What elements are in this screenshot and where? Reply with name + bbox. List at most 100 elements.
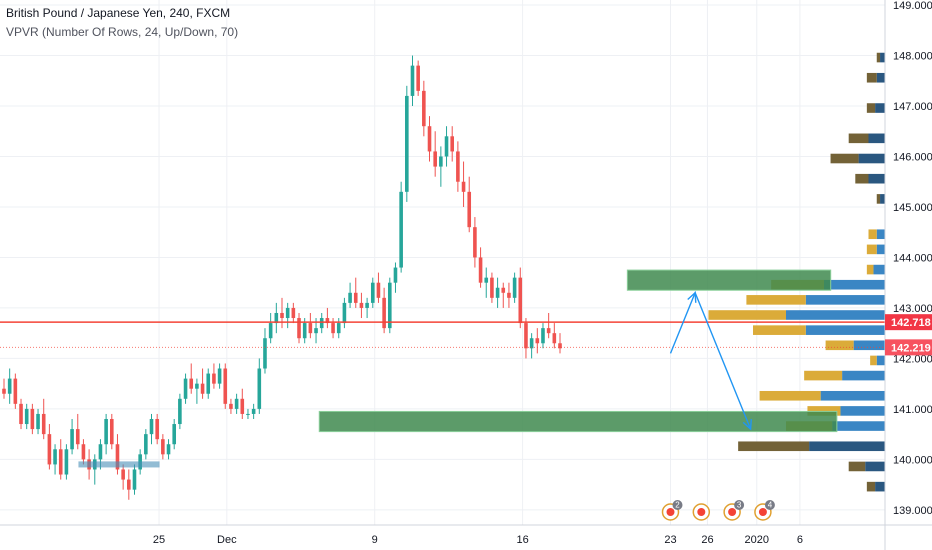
volume-row-up [873,264,885,275]
candle-body [319,318,324,329]
volume-row-up [840,406,885,416]
y-tick-label: 145.000 [893,202,932,214]
volume-row-down [830,153,859,164]
symbol-legend[interactable]: British Pound / Japanese Yen, 240, FXCM [6,6,231,20]
x-tick-label: 26 [701,534,713,546]
x-tick-label: 25 [153,534,165,546]
volume-row-up [853,340,885,351]
candle-body [47,434,52,465]
volume-row-down [804,370,843,381]
y-tick-label: 141.000 [893,404,932,416]
candle-body [376,282,381,298]
candle-body [291,307,296,319]
candle-body [109,418,114,445]
candle-body [200,383,205,394]
volume-row-down [876,194,881,204]
candle-body [64,449,69,475]
candle-body [325,318,330,324]
candle-body [149,418,154,435]
volume-row-down [866,72,877,83]
range-box [78,461,160,468]
candle-body [387,282,392,329]
candle-body [104,418,108,445]
candle-body [212,373,216,384]
y-tick-label: 148.000 [893,51,932,63]
event-marker-dot [666,508,675,516]
volume-row-down [866,244,877,255]
volume-row-down [848,133,869,144]
candle-body [518,277,523,324]
volume-row-down [807,406,841,416]
volume-row-up [875,103,885,113]
candle-body [359,302,364,308]
candle-body [274,312,279,324]
y-tick-label: 146.000 [893,151,932,163]
volume-row-up [876,355,885,366]
candle-body [541,328,545,344]
volume-row-down [825,340,854,351]
candle-body [382,297,386,329]
candle-body [558,343,562,349]
candle-body [393,267,398,283]
candle-body [70,429,74,450]
event-count-badge [672,500,683,510]
drawings [0,269,885,468]
candle-body [405,95,409,192]
current-price-tag-label: 142.718 [891,317,931,329]
candle-body [507,292,511,298]
candle-body [7,378,12,394]
resistance-zone [626,269,832,291]
candle-body [422,90,426,127]
candle-body [365,302,369,308]
candle-body [314,328,318,334]
candle-body [251,408,256,414]
x-tick-label: 2020 [745,534,769,546]
volume-row-down [866,264,874,275]
candle-body [183,378,188,399]
x-tick-label: 16 [516,534,528,546]
candle-body [178,398,182,425]
candle-body [416,65,420,91]
candle-body [444,136,449,157]
candle-body [268,323,273,339]
candle-body [121,469,125,480]
volume-row-up [880,52,885,63]
candle-body [189,378,194,389]
y-tick-label: 142.000 [893,353,932,365]
candle-body [501,287,506,293]
candle-body [223,368,228,404]
volume-row-up [876,244,885,255]
candle-body [172,424,177,445]
volume-row-up [858,153,885,164]
support-zone [318,410,838,433]
candle-body [285,307,290,319]
candle-body [450,136,455,152]
volume-row-down [738,441,810,452]
candle-body [13,378,18,404]
event-marker-dot [728,508,737,516]
volume-row-down [848,461,866,472]
candle-body [433,151,437,167]
candle-body [331,323,335,334]
volume-row-up [820,390,885,401]
volume-row-down [876,52,881,63]
candle-body [302,323,307,339]
candle-body [75,429,80,445]
candle-body [132,469,137,490]
candle-body [439,156,443,167]
candle-body [246,413,250,415]
candle-body [161,439,165,455]
indicator-legend[interactable]: VPVR (Number Of Rows, 24, Up/Down, 70) [6,25,239,39]
candle-body [529,338,534,349]
candle-body [36,413,40,430]
x-tick-label: Dec [217,534,237,546]
y-tick-label: 149.000 [893,0,932,12]
secondary-price-tag [885,339,932,356]
y-tick-label: 143.000 [893,303,932,315]
candle-body [524,323,528,349]
candle-body [53,449,57,465]
grid-lines [0,0,885,525]
candle-body [399,191,403,268]
